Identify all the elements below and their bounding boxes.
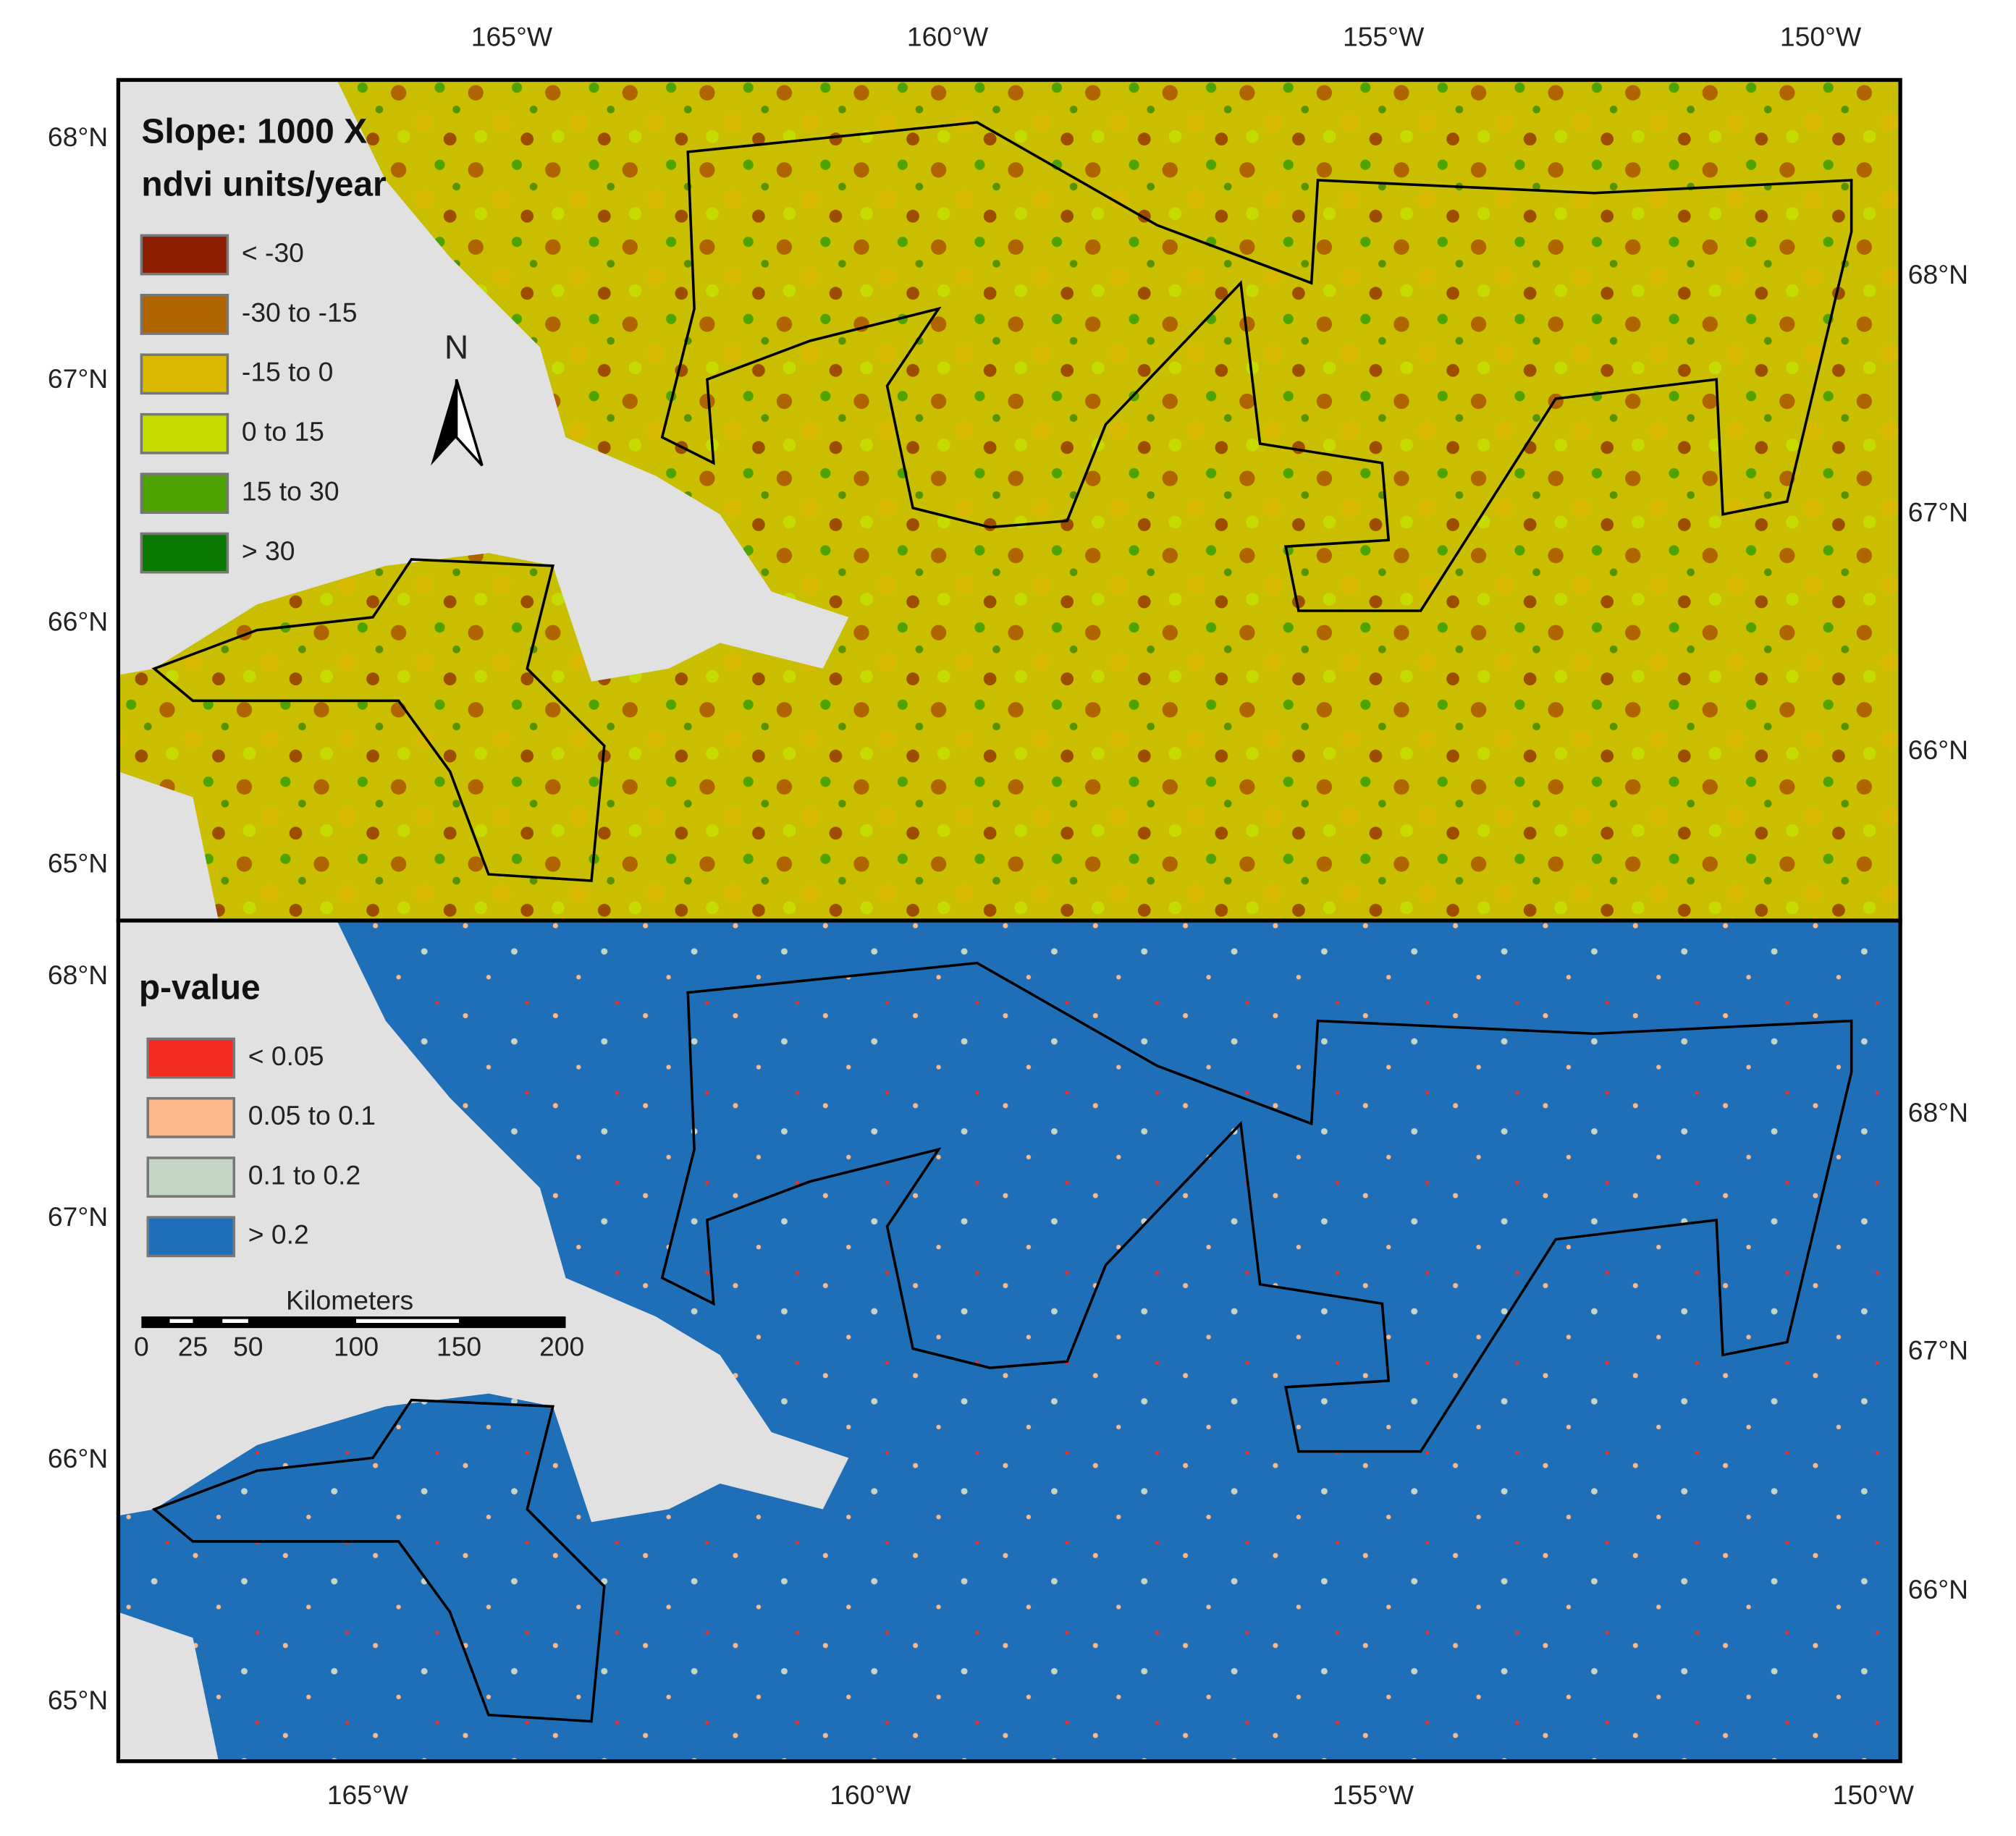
legend-swatch	[146, 1216, 236, 1258]
x-axis-label: 155°W	[1333, 1780, 1414, 1810]
legend-swatch	[140, 294, 229, 335]
y-axis-label: 66°N	[48, 1443, 108, 1473]
legend-label: -30 to -15	[242, 297, 358, 327]
legend-title: Slope: 1000 X	[141, 113, 367, 151]
legend-label: 0 to 15	[242, 416, 324, 447]
frame	[116, 918, 1902, 1764]
y-axis-label: 68°N	[48, 960, 108, 990]
x-axis-label: 155°W	[1343, 21, 1425, 51]
legend-title: ndvi units/year	[141, 166, 386, 204]
x-axis-label: 160°W	[830, 1780, 911, 1810]
park-boundary	[151, 121, 1853, 882]
y-axis-label: 67°N	[48, 363, 108, 394]
bottom-panel: p-value Kilometers	[116, 918, 1902, 1764]
scale-bar	[169, 1319, 193, 1323]
legend-label: < 0.05	[248, 1041, 324, 1071]
y-axis-label: 68°N	[1908, 1097, 1968, 1128]
scale-label: 100	[334, 1331, 379, 1361]
y-axis-label: 66°N	[48, 606, 108, 637]
legend-label: 0.1 to 0.2	[248, 1159, 360, 1190]
y-axis-label: 67°N	[48, 1201, 108, 1232]
scale-title: Kilometers	[286, 1285, 413, 1315]
park-boundary	[151, 961, 1853, 1723]
legend-label: 15 to 30	[242, 476, 339, 507]
x-axis-label: 150°W	[1833, 1780, 1915, 1810]
scale-bar	[141, 1316, 566, 1329]
x-axis-label: 160°W	[907, 21, 989, 51]
x-axis-label: 165°W	[471, 21, 553, 51]
legend-swatch	[146, 1037, 236, 1079]
scale-label: 50	[233, 1331, 263, 1361]
y-axis-label: 67°N	[1908, 497, 1968, 528]
legend-swatch	[140, 413, 229, 454]
scale-label: 25	[178, 1331, 208, 1361]
scale-label: 200	[539, 1331, 584, 1361]
legend-label: 0.05 to 0.1	[248, 1100, 376, 1130]
y-axis-label: 68°N	[48, 122, 108, 152]
y-axis-label: 66°N	[1908, 735, 1968, 765]
legend-label: > 0.2	[248, 1219, 309, 1250]
y-axis-label: 65°N	[48, 848, 108, 879]
x-axis-label: 165°W	[327, 1780, 409, 1810]
legend-label: < -30	[242, 237, 304, 268]
top-panel: Slope: 1000 X ndvi units/year N	[116, 77, 1902, 923]
legend-swatch	[140, 532, 229, 574]
north-label: N	[444, 329, 468, 366]
legend-swatch	[140, 473, 229, 515]
scale-bar	[222, 1319, 248, 1323]
legend-swatch	[146, 1156, 236, 1198]
scale-bar	[355, 1319, 460, 1323]
sea	[118, 80, 849, 921]
legend-title: p-value	[139, 969, 261, 1007]
y-axis-label: 68°N	[1908, 259, 1968, 289]
y-axis-label: 65°N	[48, 1685, 108, 1715]
legend-swatch	[140, 234, 229, 276]
legend-swatch	[140, 353, 229, 395]
north-arrow	[455, 378, 484, 467]
legend-label: -15 to 0	[242, 357, 333, 387]
scale-label: 0	[134, 1331, 149, 1361]
legend-swatch	[146, 1096, 236, 1138]
y-axis-label: 67°N	[1908, 1335, 1968, 1366]
sea	[118, 921, 849, 1761]
x-axis-label: 150°W	[1780, 21, 1862, 51]
legend-label: > 30	[242, 536, 295, 566]
y-axis-label: 66°N	[1908, 1574, 1968, 1604]
scale-label: 150	[436, 1331, 481, 1361]
